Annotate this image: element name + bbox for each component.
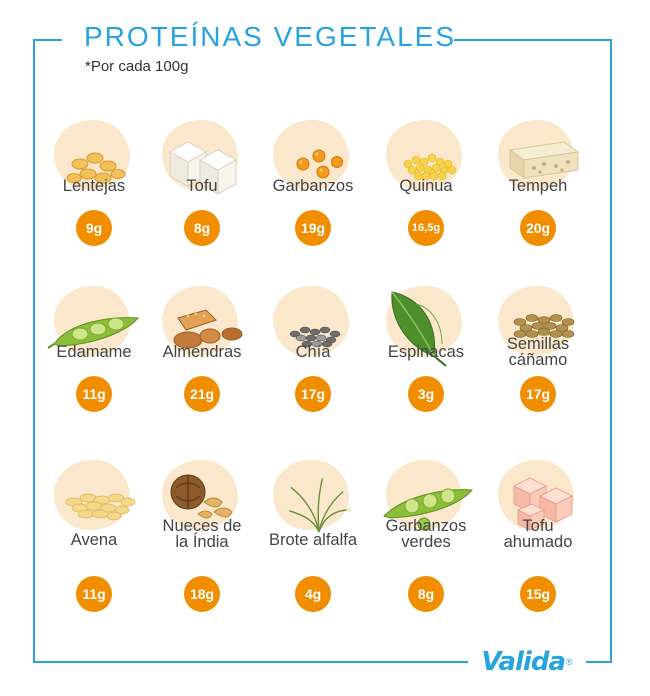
lentils-icon: [66, 152, 126, 184]
protein-card: Garbanzos verdes 8g: [366, 452, 486, 612]
food-name: Tempeh: [508, 177, 568, 195]
protein-card: Garbanzos 19g: [253, 112, 373, 252]
page-subtitle: *Por cada 100g: [85, 58, 189, 75]
protein-card: Quinua 16,5g: [366, 112, 486, 252]
food-name: Tofu: [186, 177, 218, 195]
chia-icon: [289, 326, 341, 348]
hemp-seeds-icon: [513, 314, 575, 338]
protein-value-badge: 3g: [408, 376, 444, 412]
protein-value-badge: 20g: [520, 210, 556, 246]
protein-card: Nueces de la Índia 18g: [142, 452, 262, 612]
logo-text: Valida: [481, 647, 566, 677]
protein-value-badge: 11g: [76, 376, 112, 412]
food-name: Edamame: [56, 343, 132, 361]
protein-value-badge: 17g: [520, 376, 556, 412]
protein-value-badge: 18g: [184, 576, 220, 612]
protein-value-badge: 4g: [295, 576, 331, 612]
protein-value-badge: 21g: [184, 376, 220, 412]
almonds-icon: [173, 309, 243, 349]
quinoa-icon: [403, 153, 457, 181]
food-name: Avena: [70, 531, 118, 549]
food-name: Almendras: [162, 343, 242, 361]
valida-logo: Valida ®: [468, 647, 586, 677]
food-name: Lentejas: [62, 177, 126, 195]
food-name: Tofu ahumado: [503, 517, 573, 551]
edamame-icon: [47, 317, 140, 349]
protein-card: Semillas cáñamo 17g: [478, 278, 598, 418]
logo-registered-mark: ®: [566, 657, 573, 667]
food-name: Chía: [295, 343, 331, 361]
protein-card: Lentejas 9g: [34, 112, 154, 252]
illustration-backdrop: [273, 460, 349, 530]
protein-value-badge: 11g: [76, 576, 112, 612]
protein-card: Avena 11g: [34, 452, 154, 612]
protein-card: Brote alfalfa 4g: [253, 452, 373, 612]
protein-card: Espinacas 3g: [366, 278, 486, 418]
cashews-icon: [170, 474, 233, 519]
food-name: Quinua: [399, 177, 453, 195]
food-name: Garbanzos verdes: [385, 517, 467, 551]
illustration-backdrop: [273, 120, 349, 190]
protein-value-badge: 17g: [295, 376, 331, 412]
alfalfa-sprouts-icon: [284, 473, 352, 533]
protein-value-badge: 15g: [520, 576, 556, 612]
protein-value-badge: 16,5g: [408, 210, 444, 246]
food-name: Brote alfalfa: [268, 531, 358, 549]
food-name: Nueces de la Índia: [162, 517, 242, 551]
protein-card: Tempeh 20g: [478, 112, 598, 252]
protein-card: Tofu ahumado 15g: [478, 452, 598, 612]
green-chickpeas-icon: [383, 488, 474, 531]
protein-card: Tofu 8g: [142, 112, 262, 252]
food-name: Garbanzos: [272, 177, 354, 195]
protein-card: Almendras 21g: [142, 278, 262, 418]
protein-value-badge: 8g: [184, 210, 220, 246]
protein-value-badge: 19g: [295, 210, 331, 246]
tempeh-icon: [508, 141, 580, 179]
protein-value-badge: 9g: [76, 210, 112, 246]
tofu-icon: [168, 141, 238, 195]
chickpeas-icon: [296, 149, 343, 179]
spinach-icon: [391, 291, 447, 367]
protein-value-badge: 8g: [408, 576, 444, 612]
illustration-backdrop: [498, 286, 574, 356]
page-title: PROTEÍNAS VEGETALES: [84, 21, 457, 52]
smoked-tofu-icon: [513, 477, 573, 531]
food-name: Semillas cáñamo: [506, 335, 570, 369]
protein-card: Chía 17g: [253, 278, 373, 418]
oats-icon: [65, 493, 136, 521]
title-backdrop: [62, 20, 454, 60]
protein-card: Edamame 11g: [34, 278, 154, 418]
food-name: Espinacas: [387, 343, 465, 361]
